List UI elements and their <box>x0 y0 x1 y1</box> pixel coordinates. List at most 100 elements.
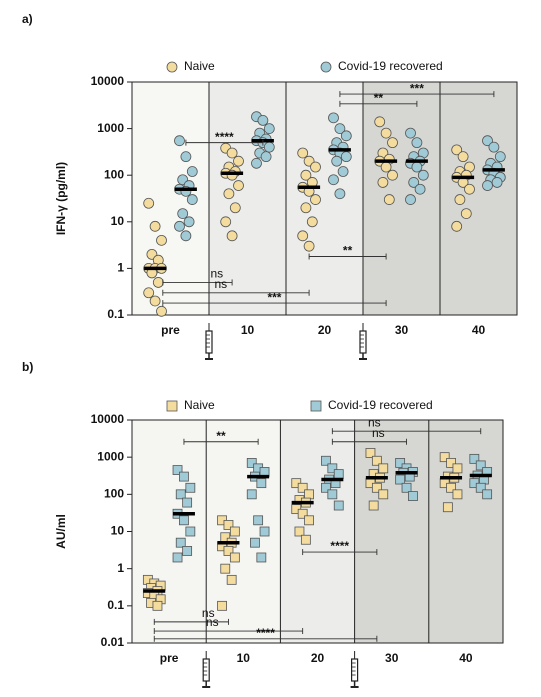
data-point <box>246 458 257 468</box>
data-point <box>408 491 418 501</box>
data-point <box>220 216 232 228</box>
data-point <box>371 455 382 466</box>
data-point <box>226 230 238 242</box>
significance-label: *** <box>267 290 281 304</box>
y-tick-label: 1000 <box>97 121 124 135</box>
x-tick-label: pre <box>161 323 180 337</box>
y-tick-label: 1 <box>117 261 124 275</box>
significance-label: **** <box>330 539 349 553</box>
data-point <box>180 151 192 163</box>
y-tick-label: 10000 <box>91 412 125 426</box>
data-point <box>183 216 195 228</box>
syringe-barrel <box>205 330 213 354</box>
data-point <box>482 489 493 500</box>
data-point <box>405 127 416 139</box>
data-point <box>378 463 389 474</box>
data-point <box>300 534 311 545</box>
data-point <box>337 166 349 177</box>
time-band <box>209 82 286 315</box>
y-tick-label: 0.1 <box>107 598 124 612</box>
syringe-barrel <box>359 330 367 354</box>
syringe-icon <box>205 323 213 360</box>
time-band <box>286 82 363 315</box>
significance-label: ns <box>202 606 215 620</box>
data-point <box>374 116 386 128</box>
data-point <box>172 552 183 563</box>
data-point <box>475 482 486 493</box>
data-point <box>331 155 343 167</box>
legend-label: Naive <box>184 398 215 412</box>
data-point <box>482 135 493 147</box>
data-point <box>401 482 412 493</box>
data-point <box>226 574 237 585</box>
data-point <box>387 169 398 181</box>
data-point <box>223 520 234 530</box>
data-point <box>166 61 178 73</box>
data-point <box>380 127 392 139</box>
data-point <box>179 471 189 482</box>
significance-label: ** <box>374 91 384 105</box>
data-point <box>454 194 466 205</box>
data-point <box>256 552 267 563</box>
legend-label: Covid-19 recovered <box>338 59 443 73</box>
y-tick-label: 1000 <box>97 449 124 463</box>
data-point <box>185 526 196 537</box>
significance-label: ns <box>210 267 223 281</box>
data-point <box>223 188 235 200</box>
data-point <box>405 194 416 205</box>
data-point <box>186 166 198 177</box>
data-point <box>464 183 475 195</box>
data-point <box>152 600 163 611</box>
data-point <box>217 600 227 611</box>
panel-label: a) <box>22 12 33 26</box>
data-point <box>259 526 270 537</box>
y-tick-label: 10 <box>111 214 125 228</box>
significance-label: ns <box>206 615 219 629</box>
data-point <box>380 161 392 173</box>
data-point <box>328 174 339 186</box>
data-point <box>256 478 267 489</box>
data-point <box>297 508 308 519</box>
data-point <box>253 515 264 526</box>
time-band <box>280 420 355 643</box>
data-point <box>321 482 331 493</box>
data-point <box>452 463 463 474</box>
data-point <box>333 469 344 480</box>
data-point <box>263 123 275 135</box>
data-point <box>446 458 456 468</box>
data-point <box>488 141 500 153</box>
syringe-barrel <box>351 658 359 682</box>
data-point <box>174 135 185 147</box>
data-point <box>328 112 339 124</box>
data-point <box>365 448 376 458</box>
data-point <box>182 497 193 508</box>
data-point <box>310 400 322 412</box>
data-point <box>220 563 231 574</box>
data-point <box>149 220 161 232</box>
data-point <box>310 194 321 205</box>
legend-label: Naive <box>184 59 215 73</box>
x-tick-label: 40 <box>459 651 473 665</box>
data-point <box>482 180 493 191</box>
data-point <box>469 453 480 464</box>
data-point <box>451 144 463 156</box>
y-axis-label: IFN-γ (pg/ml) <box>54 162 68 235</box>
data-point <box>371 482 382 493</box>
data-point <box>417 169 429 181</box>
x-tick-label: 10 <box>241 323 255 337</box>
data-point <box>182 546 193 556</box>
data-point <box>414 183 426 195</box>
data-point <box>395 458 406 468</box>
data-point <box>439 452 450 463</box>
y-tick-label: 1 <box>117 561 124 575</box>
data-point <box>368 500 379 511</box>
data-point <box>257 114 269 126</box>
syringe-barrel <box>202 658 210 682</box>
data-point <box>411 137 423 149</box>
x-tick-label: 10 <box>237 651 251 665</box>
y-tick-label: 100 <box>104 487 124 501</box>
data-point <box>304 515 314 526</box>
significance-label: ns <box>372 426 385 440</box>
data-point <box>340 130 352 142</box>
